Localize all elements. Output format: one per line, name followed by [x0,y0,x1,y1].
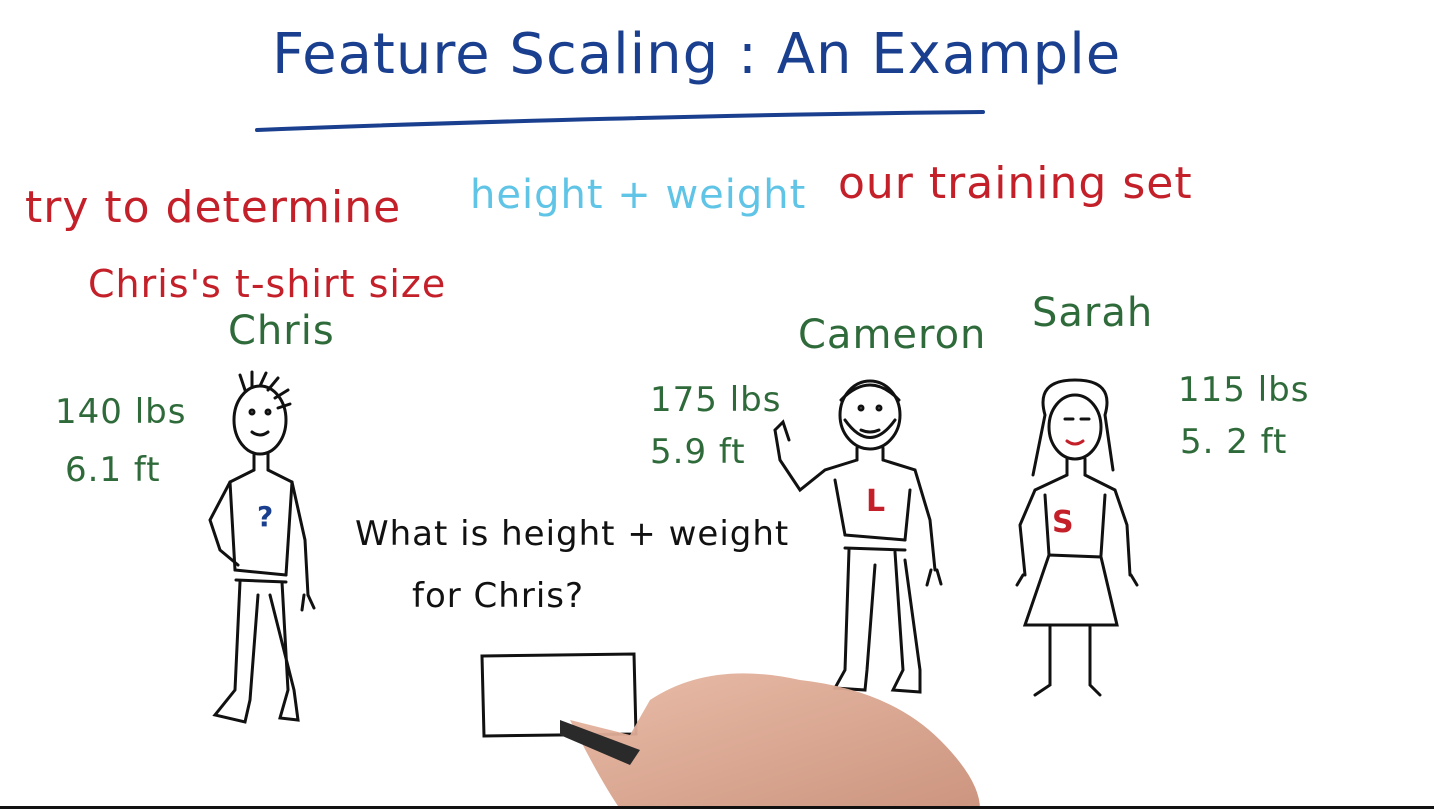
features-label: height + weight [470,172,807,218]
sarah-figure-drawing [1015,378,1139,697]
cameron-height: 5.9 ft [650,432,746,472]
task-line-1: try to determine [25,182,402,233]
chris-shirt-mark: ? [257,500,274,533]
chris-name: Chris [228,308,335,354]
sarah-weight: 115 lbs [1178,370,1310,410]
training-set-label: our training set [838,158,1193,209]
question-line-2: for Chris? [412,576,585,616]
presenter-hand [560,673,980,809]
chris-figure-drawing [208,370,316,724]
slide-title: Feature Scaling : An Example [272,22,1122,87]
task-line-2: Chris's t-shirt size [88,262,447,306]
cameron-weight: 175 lbs [650,380,782,420]
sarah-height: 5. 2 ft [1180,422,1288,462]
question-line-1: What is height + weight [355,514,790,554]
sarah-name: Sarah [1032,290,1154,336]
bottom-edge [0,806,1434,809]
cameron-name: Cameron [798,312,987,358]
chris-weight: 140 lbs [55,392,187,432]
chris-height: 6.1 ft [65,450,161,490]
cameron-shirt-size: L [866,484,886,519]
cameron-figure-drawing [773,379,943,694]
sarah-shirt-size: S [1052,505,1074,540]
title-underline [255,110,985,132]
